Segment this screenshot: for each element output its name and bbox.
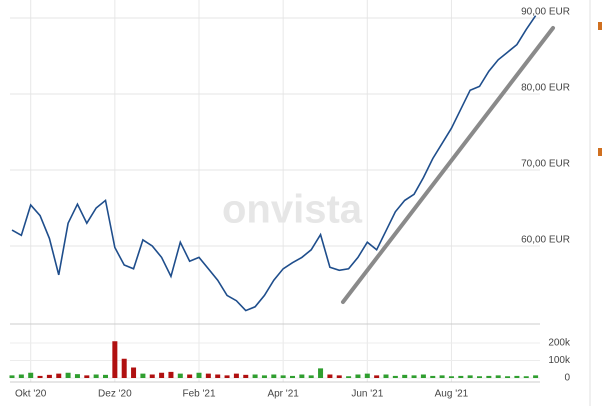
volume-tick-label: 0 <box>564 373 570 384</box>
trend-line <box>341 26 555 304</box>
volume-bar <box>65 372 71 378</box>
volume-bar <box>280 375 286 378</box>
volume-bar <box>448 376 454 378</box>
volume-bar <box>196 372 202 378</box>
volume-bar <box>392 375 398 378</box>
sidebar-marker <box>598 22 602 30</box>
volume-bar <box>486 375 492 378</box>
x-tick-label: Okt '20 <box>15 389 47 400</box>
x-tick-label: Aug '21 <box>435 389 469 400</box>
y-tick-label: 70,00 EUR <box>521 159 570 170</box>
volume-bar <box>18 374 24 378</box>
volume-bar <box>327 374 333 378</box>
volume-bar <box>205 373 211 378</box>
volume-bar <box>308 375 314 378</box>
volume-bar <box>318 368 324 378</box>
sidebar-marker <box>598 148 602 156</box>
volume-bar <box>140 373 146 378</box>
volume-bar <box>290 375 295 378</box>
x-tick-label: Apr '21 <box>267 389 299 400</box>
volume-bar <box>383 374 389 378</box>
volume-bar <box>224 375 230 378</box>
volume-bar <box>495 375 501 378</box>
volume-bar <box>523 376 529 378</box>
volume-bar <box>252 374 258 378</box>
volume-bar <box>149 374 155 378</box>
volume-tick-label: 100k <box>548 355 571 366</box>
volume-bar <box>187 374 193 378</box>
volume-bar <box>430 375 436 378</box>
volume-bar <box>215 374 221 378</box>
volume-bar <box>233 373 239 378</box>
volume-bar <box>28 372 34 378</box>
volume-bar <box>168 371 174 378</box>
volume-bar <box>9 375 15 378</box>
volume-bar <box>364 373 370 378</box>
volume-bar <box>514 375 520 378</box>
volume-bar <box>458 375 464 378</box>
volume-bar <box>402 374 408 378</box>
volume-bar <box>505 376 511 378</box>
volume-bar <box>439 375 445 378</box>
volume-bar <box>84 375 90 378</box>
volume-bar <box>56 373 62 378</box>
volume-bar <box>112 341 118 378</box>
x-tick-label: Feb '21 <box>182 389 215 400</box>
y-tick-label: 90,00 EUR <box>521 7 570 18</box>
volume-bar <box>261 375 267 378</box>
watermark: onvista <box>222 188 363 232</box>
volume-bar <box>467 375 473 378</box>
volume-bar <box>159 372 165 378</box>
volume-bar <box>271 374 277 378</box>
volume-bar <box>346 376 352 378</box>
volume-bar <box>299 374 305 378</box>
volume-bar <box>336 375 342 378</box>
volume-bar <box>477 376 482 378</box>
volume-bar <box>411 375 417 378</box>
volume-bar <box>46 374 52 378</box>
price-line <box>11 15 537 312</box>
y-tick-label: 80,00 EUR <box>521 83 570 94</box>
volume-bar <box>121 358 127 378</box>
volume-bar <box>103 374 108 378</box>
volume-bar <box>374 375 380 378</box>
volume-bar <box>93 374 99 378</box>
y-tick-label: 60,00 EUR <box>521 235 570 246</box>
volume-bar <box>177 373 183 378</box>
volume-bar <box>37 375 43 378</box>
volume-bar <box>355 374 361 378</box>
volume-bar <box>533 375 539 378</box>
volume-bar <box>420 374 426 378</box>
volume-bar <box>74 374 80 378</box>
volume-tick-label: 200k <box>548 338 571 349</box>
volume-bar <box>243 374 249 378</box>
volume-bar <box>131 367 137 378</box>
x-tick-label: Dez '20 <box>98 389 132 400</box>
x-tick-label: Jun '21 <box>351 389 383 400</box>
